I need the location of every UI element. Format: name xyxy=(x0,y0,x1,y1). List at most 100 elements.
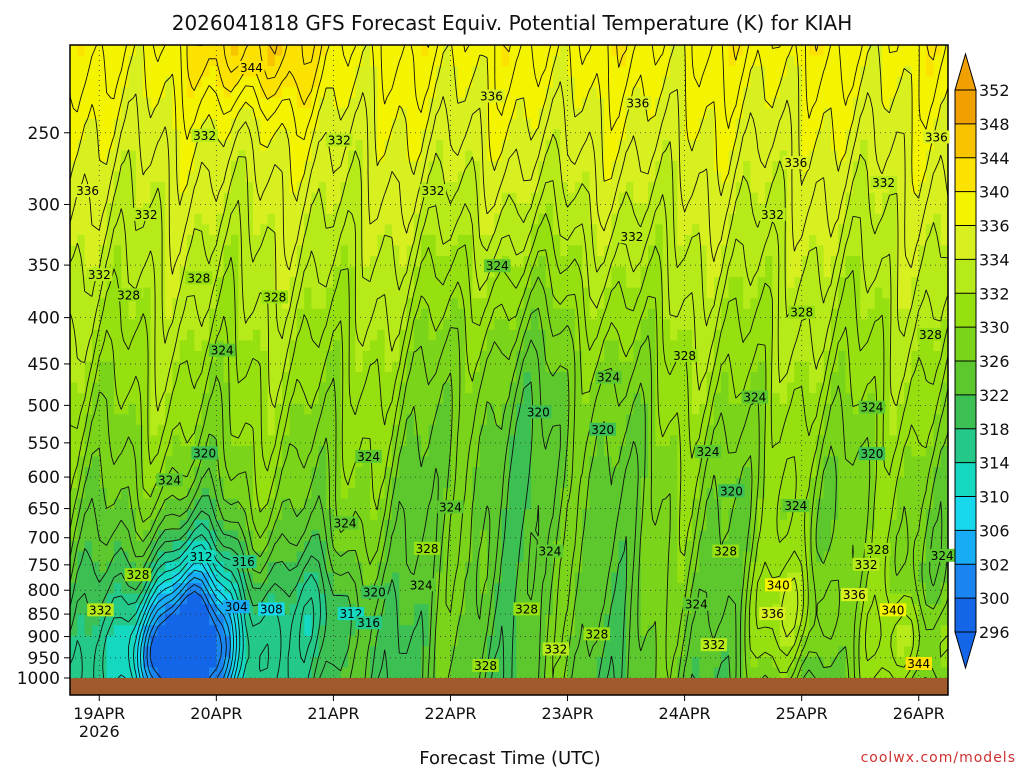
field-cell xyxy=(574,308,583,320)
field-cell xyxy=(150,224,159,236)
field-cell xyxy=(70,372,78,384)
field-cell xyxy=(648,298,656,310)
field-cell xyxy=(121,350,130,363)
field-cell xyxy=(296,129,305,141)
field-cell xyxy=(362,329,371,341)
field-cell xyxy=(787,424,795,436)
field-cell xyxy=(289,329,298,341)
field-cell xyxy=(757,55,766,67)
field-cell xyxy=(530,129,539,141)
field-cell xyxy=(874,329,883,341)
field-cell xyxy=(260,76,269,88)
field-cell xyxy=(150,477,159,489)
field-cell xyxy=(128,403,137,415)
field-cell xyxy=(896,424,905,436)
field-cell xyxy=(757,66,766,78)
field-cell xyxy=(457,393,466,405)
field-cell xyxy=(582,382,591,394)
field-cell xyxy=(735,66,744,78)
field-cell xyxy=(838,393,847,405)
field-cell xyxy=(348,256,356,268)
field-cell xyxy=(428,192,437,204)
field-cell xyxy=(194,45,203,57)
field-cell xyxy=(669,329,678,341)
field-cell xyxy=(216,203,225,215)
field-cell xyxy=(530,287,539,299)
field-cell xyxy=(201,393,210,405)
field-cell xyxy=(443,66,452,78)
field-cell xyxy=(560,245,569,257)
field-cell xyxy=(77,456,86,468)
field-cell xyxy=(457,245,466,257)
field-cell xyxy=(428,129,437,141)
field-cell xyxy=(779,308,788,320)
field-cell xyxy=(940,393,949,405)
field-cell xyxy=(113,118,122,130)
field-cell xyxy=(940,182,949,194)
field-cell xyxy=(179,435,188,447)
field-cell xyxy=(896,361,905,373)
field-cell xyxy=(501,308,510,320)
field-cell xyxy=(260,45,269,57)
field-cell xyxy=(882,161,891,173)
field-cell xyxy=(648,287,656,299)
field-cell xyxy=(669,171,678,183)
field-cell xyxy=(187,192,195,204)
field-cell xyxy=(77,435,86,447)
field-cell xyxy=(772,298,781,310)
field-cell xyxy=(933,340,942,352)
field-cell xyxy=(399,298,408,310)
field-cell xyxy=(238,477,247,489)
field-cell xyxy=(582,203,591,215)
field-cell xyxy=(304,445,313,458)
field-cell xyxy=(150,108,159,120)
field-cell xyxy=(487,340,495,352)
field-cell xyxy=(150,150,159,162)
field-cell xyxy=(765,182,773,194)
field-cell xyxy=(911,139,920,152)
field-cell xyxy=(435,266,444,278)
field-cell xyxy=(77,393,86,405)
field-cell xyxy=(589,467,598,479)
field-cell xyxy=(567,350,576,363)
field-cell xyxy=(882,329,891,341)
field-cell xyxy=(779,139,788,152)
field-cell xyxy=(523,203,532,215)
field-cell xyxy=(399,224,408,236)
field-cell xyxy=(91,477,100,489)
field-cell xyxy=(677,319,686,331)
field-cell xyxy=(399,66,408,78)
field-cell xyxy=(348,66,356,78)
field-cell xyxy=(596,266,605,278)
field-cell xyxy=(918,87,927,99)
field-cell xyxy=(604,403,613,415)
field-cell xyxy=(808,435,817,447)
field-cell xyxy=(487,97,495,109)
field-cell xyxy=(765,340,773,352)
field-cell xyxy=(801,277,810,289)
field-cell xyxy=(611,340,620,352)
field-cell xyxy=(216,308,225,320)
field-cell xyxy=(472,55,481,67)
field-cell xyxy=(604,161,613,173)
field-cell xyxy=(816,55,825,67)
field-cell xyxy=(750,414,759,426)
field-cell xyxy=(699,129,708,141)
field-cell xyxy=(289,435,298,447)
field-cell xyxy=(684,277,693,289)
field-cell xyxy=(494,76,503,88)
field-cell xyxy=(560,435,569,447)
field-cell xyxy=(867,76,876,88)
field-cell xyxy=(77,372,86,384)
field-cell xyxy=(933,97,942,109)
field-cell xyxy=(472,150,481,162)
field-cell xyxy=(691,150,700,162)
field-cell xyxy=(655,319,664,331)
field-cell xyxy=(465,256,474,268)
field-cell xyxy=(896,319,905,331)
field-cell xyxy=(282,298,291,310)
field-cell xyxy=(282,467,291,479)
field-cell xyxy=(626,45,634,57)
field-cell xyxy=(333,393,342,405)
